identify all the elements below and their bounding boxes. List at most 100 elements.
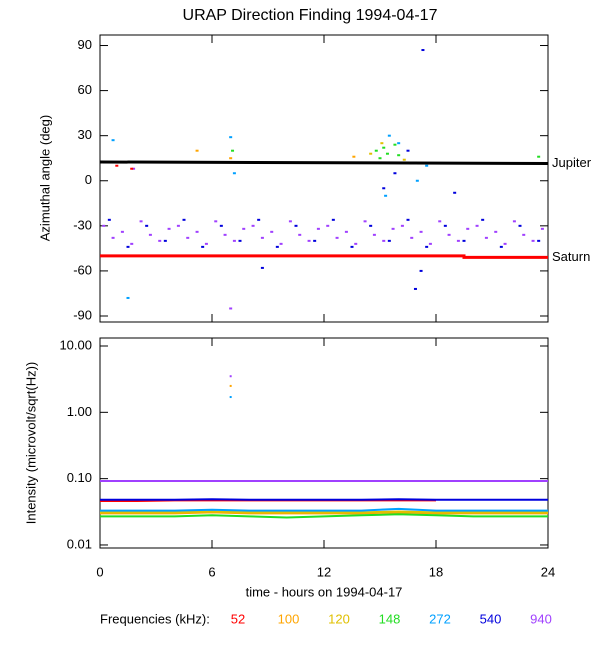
point <box>326 224 330 227</box>
y-tick-label: 30 <box>78 127 92 142</box>
reference-label: Saturn <box>552 249 590 264</box>
y-tick-label: -60 <box>73 262 92 277</box>
point <box>219 224 223 227</box>
y-tick-label: 0.01 <box>67 536 92 551</box>
y-axis-label: Azimuthal angle (deg) <box>37 115 52 241</box>
point <box>102 224 106 227</box>
y-tick-label: 90 <box>78 37 92 52</box>
point <box>201 245 205 248</box>
point <box>120 230 124 233</box>
point <box>382 146 386 149</box>
point <box>115 164 119 167</box>
point <box>512 220 516 223</box>
point <box>537 239 541 242</box>
line <box>100 510 548 514</box>
point <box>391 227 395 230</box>
point <box>382 187 386 190</box>
point <box>229 136 233 139</box>
point <box>385 152 389 155</box>
point <box>298 233 302 236</box>
legend-entry: 148 <box>379 611 401 626</box>
legend-entry: 120 <box>328 611 350 626</box>
point <box>229 307 233 310</box>
point <box>462 239 466 242</box>
point <box>313 239 317 242</box>
point <box>232 172 236 175</box>
point <box>257 218 261 221</box>
point <box>447 233 451 236</box>
point <box>182 218 186 221</box>
point <box>387 134 391 137</box>
point <box>130 167 134 170</box>
legend-entry: 100 <box>278 611 300 626</box>
point <box>410 236 414 239</box>
point <box>204 242 208 245</box>
point <box>229 375 232 378</box>
point <box>484 236 488 239</box>
point <box>499 245 503 248</box>
point <box>352 155 356 158</box>
point <box>223 233 227 236</box>
point <box>132 167 136 170</box>
point <box>344 230 348 233</box>
point <box>354 242 358 245</box>
point <box>481 218 485 221</box>
point <box>406 149 410 152</box>
point <box>494 230 498 233</box>
reference-label: Jupiter <box>552 155 592 170</box>
point <box>456 239 460 242</box>
point <box>419 230 423 233</box>
x-tick-label: 18 <box>429 564 443 579</box>
point <box>453 191 457 194</box>
point <box>374 149 378 152</box>
point <box>380 142 384 145</box>
x-axis-label: time - hours on 1994-04-17 <box>246 584 403 599</box>
point <box>316 227 320 230</box>
y-tick-label: -30 <box>73 217 92 232</box>
point <box>242 227 246 230</box>
point <box>238 239 242 242</box>
point <box>148 233 152 236</box>
y-tick-label: 1.00 <box>67 404 92 419</box>
point <box>288 220 292 223</box>
point <box>195 149 199 152</box>
point <box>369 152 373 155</box>
legend-title: Frequencies (kHz): <box>100 611 210 626</box>
point <box>393 172 397 175</box>
point <box>145 224 149 227</box>
point <box>232 239 236 242</box>
point <box>537 155 541 158</box>
point <box>397 142 401 145</box>
line <box>100 507 548 512</box>
point <box>260 236 264 239</box>
point <box>350 245 354 248</box>
point <box>425 164 429 167</box>
point <box>400 224 404 227</box>
chart-title: URAP Direction Finding 1994-04-17 <box>183 7 438 24</box>
reference-line <box>100 254 548 259</box>
point <box>518 224 522 227</box>
y-tick-label: 0 <box>85 172 92 187</box>
point <box>522 233 526 236</box>
line <box>100 513 548 519</box>
point <box>475 224 479 227</box>
point <box>176 224 180 227</box>
point <box>130 242 134 245</box>
line <box>100 498 548 501</box>
point <box>384 194 388 197</box>
point <box>279 242 283 245</box>
point <box>107 218 111 221</box>
point <box>413 287 417 290</box>
point <box>466 227 470 230</box>
plot-frame <box>99 34 549 323</box>
reference-line <box>99 160 549 165</box>
point <box>139 220 143 223</box>
y-tick-label: 60 <box>78 82 92 97</box>
point <box>335 236 339 239</box>
x-tick-label: 0 <box>96 564 103 579</box>
point <box>275 245 279 248</box>
point <box>421 49 425 52</box>
point <box>540 227 544 230</box>
point <box>231 149 235 152</box>
